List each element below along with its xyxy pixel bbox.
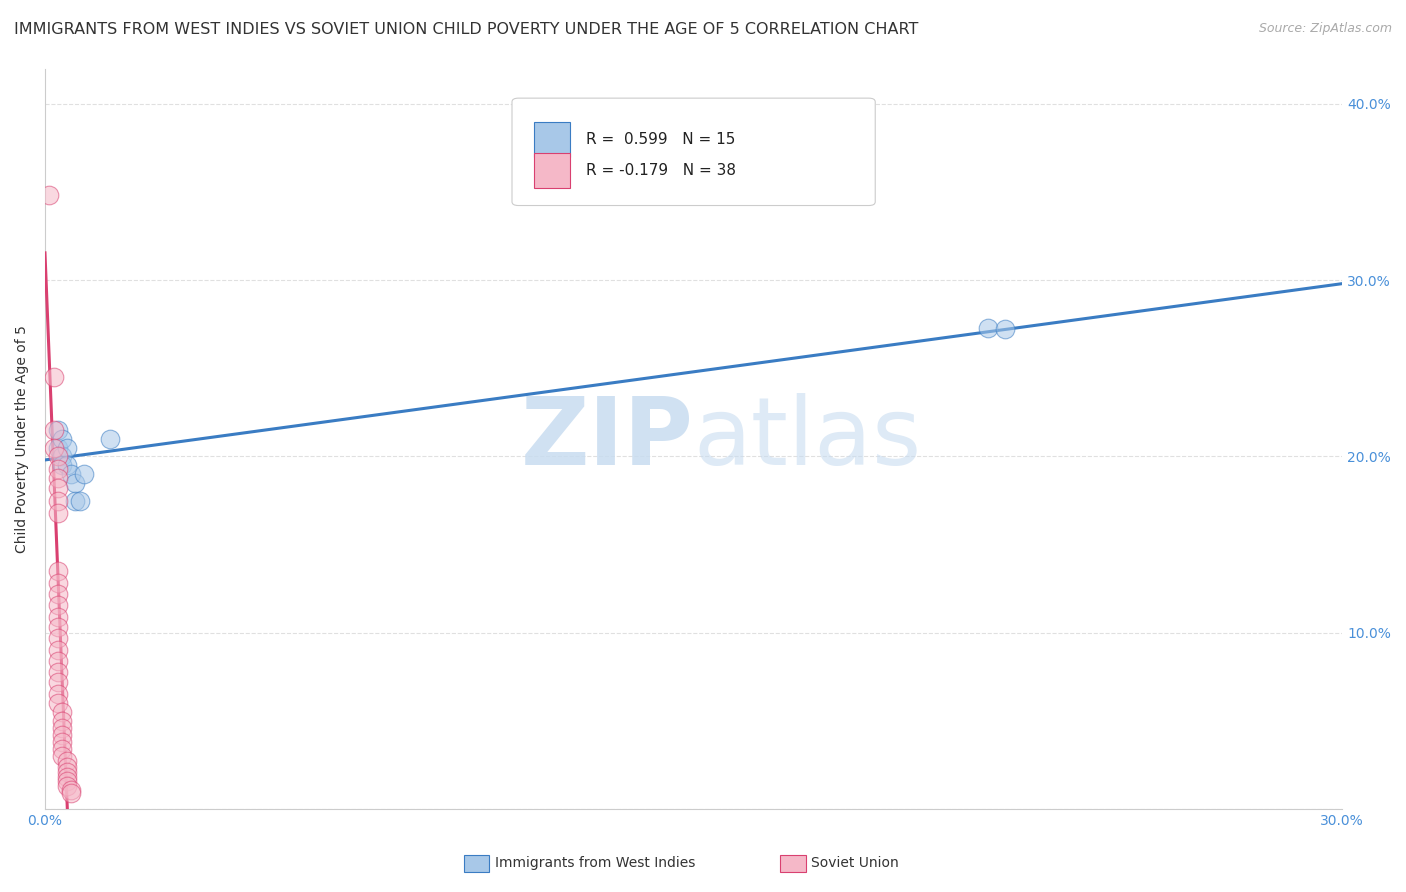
Point bbox=[51, 458, 73, 473]
Point bbox=[59, 786, 82, 800]
Point bbox=[46, 631, 69, 645]
Point bbox=[51, 450, 73, 464]
Point bbox=[55, 779, 77, 793]
Point bbox=[994, 322, 1017, 336]
Point bbox=[46, 423, 69, 437]
Y-axis label: Child Poverty Under the Age of 5: Child Poverty Under the Age of 5 bbox=[15, 325, 30, 553]
Point bbox=[46, 643, 69, 657]
Point bbox=[65, 475, 87, 490]
Point bbox=[51, 742, 73, 756]
Point bbox=[46, 696, 69, 710]
Point bbox=[46, 587, 69, 601]
Point bbox=[73, 467, 96, 481]
Text: R =  0.599   N = 15: R = 0.599 N = 15 bbox=[586, 132, 735, 147]
Point bbox=[55, 755, 77, 769]
Point bbox=[46, 620, 69, 634]
Bar bbox=[534, 153, 571, 188]
Point bbox=[46, 576, 69, 591]
FancyBboxPatch shape bbox=[512, 98, 876, 205]
Point bbox=[46, 654, 69, 668]
Point bbox=[55, 770, 77, 784]
Point bbox=[46, 481, 69, 495]
Point bbox=[55, 458, 77, 473]
Point bbox=[51, 728, 73, 742]
Text: R = -0.179   N = 38: R = -0.179 N = 38 bbox=[586, 163, 735, 178]
Point bbox=[65, 493, 87, 508]
Point bbox=[46, 470, 69, 484]
Point bbox=[55, 760, 77, 774]
Text: Source: ZipAtlas.com: Source: ZipAtlas.com bbox=[1258, 22, 1392, 36]
Point bbox=[46, 564, 69, 578]
Point bbox=[51, 714, 73, 728]
Point bbox=[59, 467, 82, 481]
Point bbox=[976, 320, 998, 334]
Point bbox=[98, 432, 121, 446]
Point bbox=[46, 610, 69, 624]
Point bbox=[55, 765, 77, 780]
Point bbox=[46, 506, 69, 520]
Point bbox=[38, 188, 60, 202]
Text: atlas: atlas bbox=[693, 392, 922, 484]
Point bbox=[46, 441, 69, 455]
Text: ZIP: ZIP bbox=[520, 392, 693, 484]
Point bbox=[51, 432, 73, 446]
Bar bbox=[534, 122, 571, 157]
Point bbox=[51, 735, 73, 749]
Point bbox=[42, 370, 65, 384]
Point bbox=[46, 598, 69, 612]
Point bbox=[46, 462, 69, 476]
Point bbox=[46, 688, 69, 702]
Point bbox=[59, 782, 82, 797]
Point bbox=[51, 749, 73, 764]
Point bbox=[51, 705, 73, 719]
Point bbox=[69, 493, 91, 508]
Point bbox=[46, 675, 69, 690]
Text: IMMIGRANTS FROM WEST INDIES VS SOVIET UNION CHILD POVERTY UNDER THE AGE OF 5 COR: IMMIGRANTS FROM WEST INDIES VS SOVIET UN… bbox=[14, 22, 918, 37]
Point bbox=[46, 493, 69, 508]
Point bbox=[55, 773, 77, 788]
Point bbox=[42, 423, 65, 437]
Point bbox=[55, 441, 77, 455]
Point bbox=[46, 450, 69, 464]
Text: Soviet Union: Soviet Union bbox=[811, 856, 898, 871]
Point bbox=[46, 665, 69, 679]
Text: Immigrants from West Indies: Immigrants from West Indies bbox=[495, 856, 696, 871]
Point bbox=[51, 721, 73, 735]
Point bbox=[42, 441, 65, 455]
